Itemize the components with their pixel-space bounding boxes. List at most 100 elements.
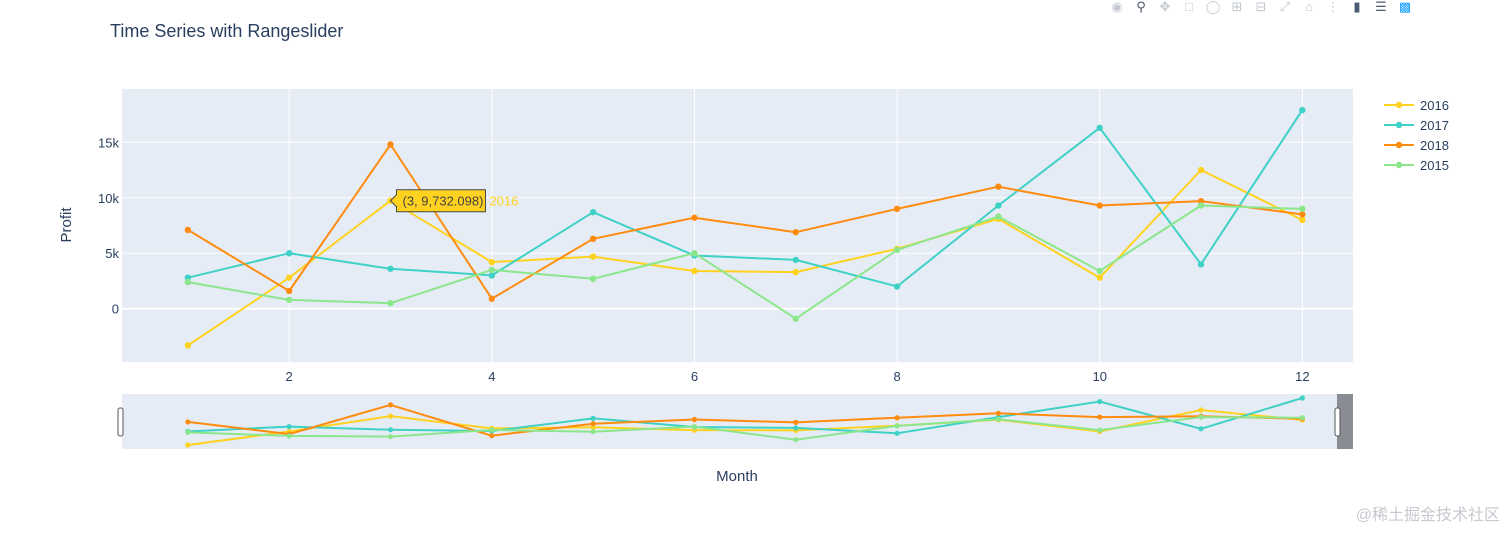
- hover-tooltip: (3, 9,732.098) 2016: [389, 189, 518, 213]
- rangeslider-point-2015: [185, 429, 191, 435]
- rangeslider-point-2018: [995, 410, 1001, 416]
- rangeslider-point-2015: [995, 416, 1001, 422]
- data-point-2018[interactable]: [589, 235, 597, 243]
- rangeslider-point-2015: [1198, 414, 1204, 420]
- hover-closest-icon[interactable]: ▮: [1353, 0, 1361, 14]
- data-point-2017[interactable]: [184, 274, 192, 281]
- series-line-2015[interactable]: [187, 204, 1303, 320]
- pan-icon[interactable]: ✥: [1159, 0, 1171, 14]
- data-point-2017[interactable]: [488, 272, 496, 279]
- data-point-2018[interactable]: [792, 228, 799, 236]
- data-point-2017[interactable]: [995, 202, 1002, 209]
- x-axis-title: Month: [716, 468, 758, 485]
- rangeslider-handle-left[interactable]: [117, 407, 124, 437]
- data-point-2018[interactable]: [1197, 197, 1205, 205]
- rangeslider-point-2018: [185, 419, 191, 425]
- rangeslider-mask-right: [1337, 394, 1353, 449]
- y-tick-label: 10k: [98, 191, 119, 206]
- legend-marker: [1395, 161, 1403, 169]
- rangeslider-point-2016: [185, 442, 191, 448]
- y-tick-label: 5k: [105, 246, 119, 261]
- data-point-2016[interactable]: [691, 267, 698, 275]
- data-point-2017[interactable]: [1299, 106, 1306, 114]
- rangeslider-point-2018: [590, 421, 596, 427]
- data-point-2015[interactable]: [1197, 202, 1205, 209]
- data-point-2015[interactable]: [387, 299, 394, 307]
- legend-marker: [1395, 121, 1403, 129]
- rangeslider-point-2015: [894, 423, 900, 429]
- hover-series-name: 2016: [489, 194, 518, 209]
- y-axis: 0 5k 10k 15k: [98, 135, 119, 316]
- camera-icon[interactable]: ◉: [1111, 0, 1123, 14]
- zoom-in-icon[interactable]: ⊞: [1231, 0, 1243, 14]
- data-point-2015[interactable]: [589, 275, 597, 282]
- data-point-2015[interactable]: [488, 266, 496, 274]
- data-point-2016[interactable]: [184, 342, 192, 349]
- series-line-2017[interactable]: [187, 109, 1304, 288]
- data-point-2017[interactable]: [285, 250, 293, 257]
- legend-item-2018[interactable]: 2018: [1384, 138, 1449, 153]
- data-point-2018[interactable]: [691, 214, 698, 221]
- data-point-2016[interactable]: [589, 253, 597, 260]
- data-point-2015[interactable]: [1299, 205, 1306, 213]
- data-point-2018[interactable]: [184, 226, 192, 234]
- data-point-2016[interactable]: [1096, 274, 1103, 281]
- hover-value: (3, 9,732.098): [402, 194, 483, 209]
- data-point-2017[interactable]: [387, 265, 394, 272]
- hover-compare-icon[interactable]: ☰: [1375, 0, 1387, 14]
- x-tick-label: 8: [893, 369, 900, 384]
- data-point-2018[interactable]: [1299, 211, 1306, 218]
- rangeslider-point-2015: [286, 433, 292, 439]
- legend-marker: [1395, 141, 1403, 149]
- data-point-2015[interactable]: [184, 278, 192, 286]
- data-point-2015[interactable]: [792, 315, 799, 322]
- data-point-2018[interactable]: [285, 287, 293, 295]
- spike-icon[interactable]: ⋮: [1326, 0, 1340, 14]
- data-point-2018[interactable]: [488, 295, 496, 302]
- data-point-2018[interactable]: [995, 183, 1002, 190]
- home-icon[interactable]: ⌂: [1305, 0, 1313, 14]
- data-point-2018[interactable]: [893, 205, 901, 213]
- zoom-icon[interactable]: ⚲: [1136, 0, 1146, 14]
- x-tick-label: 6: [691, 369, 698, 384]
- rangeslider-point-2018: [387, 402, 394, 408]
- box-select-icon[interactable]: □: [1185, 0, 1193, 14]
- rangeslider-point-2018: [894, 415, 900, 421]
- data-point-2015[interactable]: [691, 250, 698, 257]
- data-point-2016[interactable]: [488, 258, 496, 266]
- legend-item-2016[interactable]: 2016: [1384, 98, 1449, 113]
- autoscale-icon[interactable]: ⤢: [1279, 0, 1291, 14]
- lasso-icon[interactable]: ◯: [1205, 0, 1221, 14]
- rangeslider-point-2017: [793, 425, 799, 431]
- plotly-logo-icon[interactable]: ▩: [1398, 0, 1412, 14]
- data-point-2016[interactable]: [1299, 216, 1306, 224]
- data-point-2018[interactable]: [1096, 202, 1103, 209]
- chart-title: Time Series with Rangeslider: [110, 21, 343, 41]
- data-point-2017[interactable]: [1096, 124, 1103, 132]
- x-tick-label: 10: [1092, 369, 1106, 384]
- legend-marker: [1395, 101, 1403, 109]
- data-point-2017[interactable]: [792, 256, 799, 264]
- data-point-2015[interactable]: [893, 246, 901, 254]
- rangeslider-point-2015: [387, 433, 394, 440]
- data-point-2015[interactable]: [1096, 267, 1103, 275]
- data-point-2017[interactable]: [1197, 261, 1205, 268]
- data-point-2017[interactable]: [893, 283, 901, 290]
- legend-item-2015[interactable]: 2015: [1384, 158, 1449, 173]
- data-point-2015[interactable]: [995, 213, 1002, 220]
- rangeslider-point-2015: [489, 427, 495, 433]
- data-point-2016[interactable]: [1197, 166, 1205, 174]
- rangeslider-point-2017: [1299, 395, 1305, 401]
- y-tick-label: 15k: [98, 135, 119, 150]
- rangeslider-point-2018: [1097, 414, 1103, 420]
- rangeslider-handle-right[interactable]: [1334, 407, 1341, 437]
- data-point-2015[interactable]: [285, 296, 293, 304]
- data-point-2018[interactable]: [387, 141, 394, 148]
- data-point-2016[interactable]: [792, 268, 799, 276]
- series-line-2018[interactable]: [187, 143, 1303, 300]
- data-point-2016[interactable]: [285, 274, 293, 281]
- data-point-2017[interactable]: [589, 208, 597, 216]
- legend-item-2017[interactable]: 2017: [1384, 118, 1449, 133]
- x-tick-label: 12: [1295, 369, 1309, 384]
- zoom-out-icon[interactable]: ⊟: [1255, 0, 1267, 14]
